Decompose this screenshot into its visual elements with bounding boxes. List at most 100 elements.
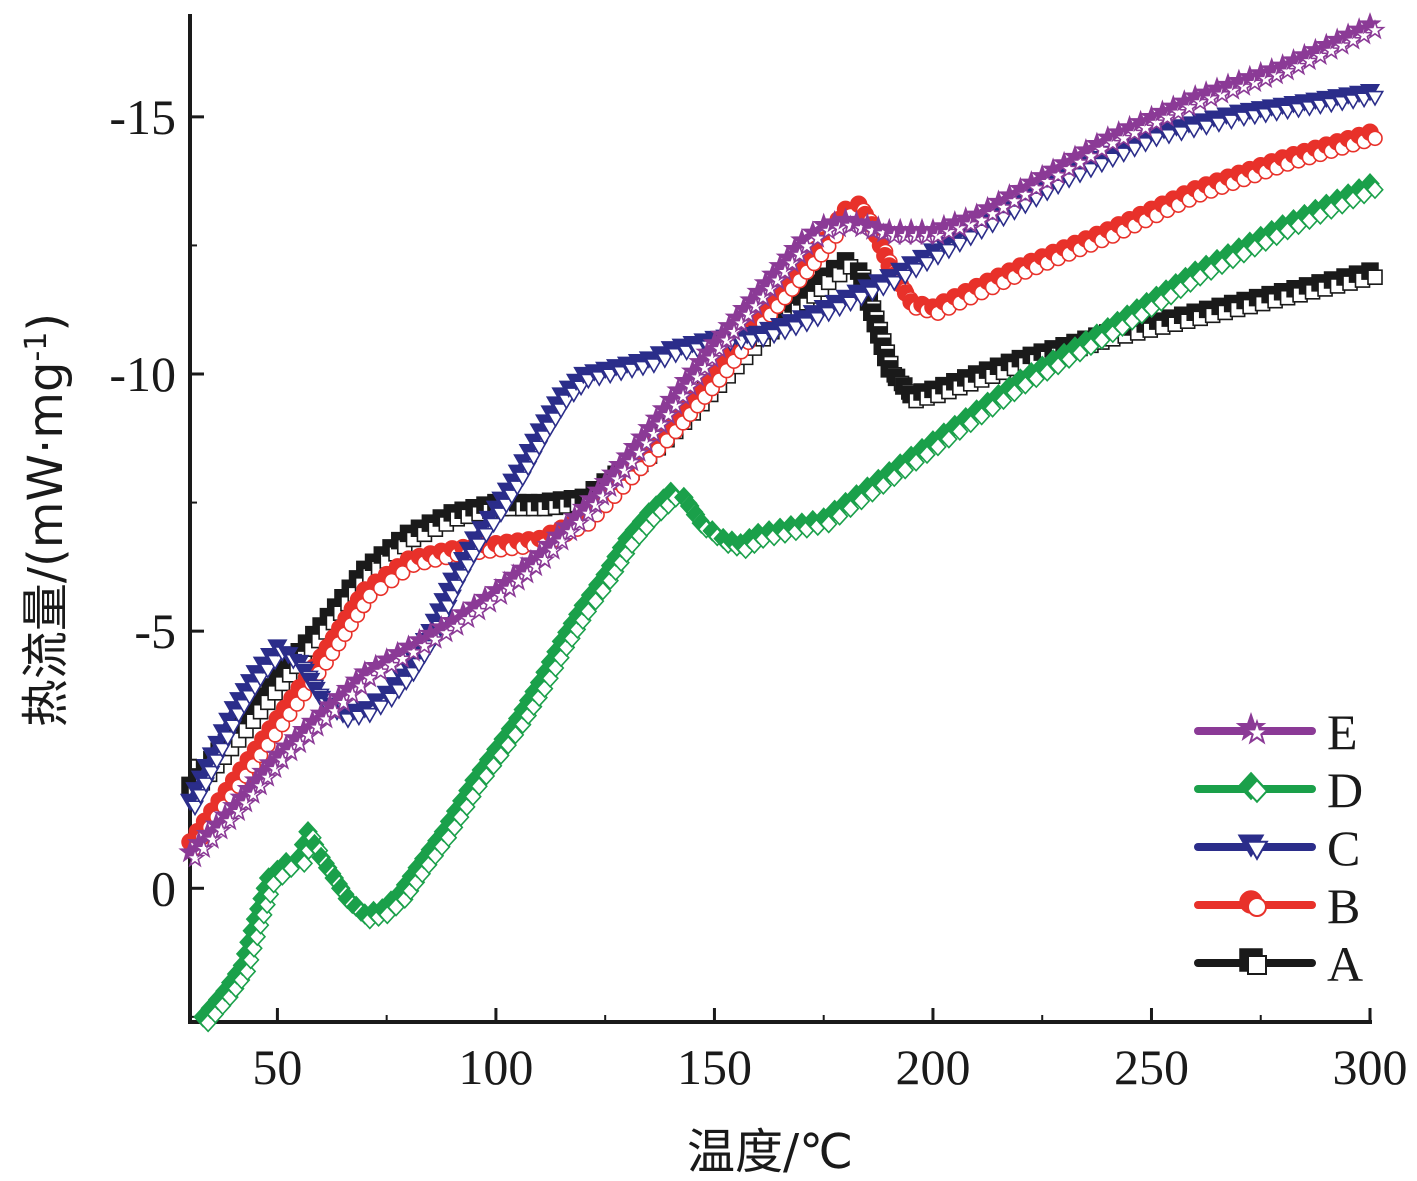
data-point (885, 275, 904, 292)
legend-marker (1245, 778, 1269, 804)
data-point (499, 735, 517, 755)
data-point (745, 295, 767, 316)
data-point (210, 819, 232, 840)
legend-item-E: E (1194, 704, 1358, 760)
data-point (1123, 121, 1146, 143)
data-point (1265, 64, 1288, 85)
data-point (1309, 44, 1332, 66)
data-point (1016, 198, 1035, 215)
data-point (1353, 24, 1375, 45)
data-point (196, 777, 216, 794)
data-point (694, 356, 716, 378)
data-point (628, 441, 650, 462)
legend-marker (1243, 718, 1271, 745)
data-point (584, 493, 607, 515)
data-point (983, 398, 1002, 418)
data-point (360, 707, 379, 724)
data-point (513, 471, 532, 488)
data-point (264, 757, 286, 779)
data-point (228, 800, 250, 822)
data-point (764, 328, 784, 345)
data-point (1005, 383, 1024, 403)
data-point (1222, 114, 1241, 130)
data-point (808, 311, 827, 328)
data-point (599, 476, 621, 498)
data-point (650, 413, 672, 434)
data-point (701, 347, 723, 368)
data-point (470, 776, 488, 796)
data-point (248, 927, 267, 947)
data-point (394, 565, 411, 581)
data-point (519, 461, 538, 477)
data-point (983, 218, 1002, 234)
data-point (1365, 90, 1385, 107)
legend-marker (1247, 955, 1267, 975)
data-point (201, 828, 224, 849)
legend-marker (1246, 897, 1268, 917)
data-point (775, 324, 795, 341)
data-point (459, 558, 478, 575)
data-point (371, 700, 390, 716)
data-point (191, 788, 210, 805)
data-point (767, 269, 789, 290)
data-point (874, 281, 893, 297)
legend-label: B (1327, 878, 1360, 934)
data-point (477, 766, 496, 786)
data-point (397, 675, 416, 692)
data-point (579, 601, 598, 622)
y-tick-label: -15 (109, 89, 176, 145)
data-point (564, 387, 583, 404)
data-point (730, 312, 752, 333)
data-point (1092, 157, 1111, 174)
data-point (586, 591, 605, 611)
series-line-E (187, 21, 1372, 855)
data-point (383, 572, 400, 589)
legend-item-A: A (1194, 936, 1363, 992)
data-point (679, 375, 701, 396)
data-point (1211, 83, 1233, 104)
data-point (961, 230, 980, 247)
data-point (257, 766, 279, 787)
data-point (1189, 91, 1211, 112)
data-point (1167, 101, 1189, 122)
data-point (863, 286, 882, 302)
data-point (657, 403, 680, 425)
data-point (492, 745, 510, 766)
data-point (1027, 192, 1046, 209)
data-point (251, 671, 270, 688)
data-point (874, 475, 893, 496)
data-point (1102, 132, 1124, 153)
data-point (249, 775, 272, 796)
data-point (560, 521, 582, 542)
data-point (786, 320, 806, 337)
data-point (1222, 79, 1244, 100)
data-point (621, 451, 643, 472)
data-point (950, 237, 969, 254)
data-point (972, 406, 991, 426)
x-tick-label: 150 (677, 1039, 752, 1095)
data-point (551, 530, 573, 551)
data-point (571, 380, 591, 397)
data-point (224, 719, 243, 736)
series-E (178, 12, 1386, 868)
series-line-B (187, 129, 1371, 844)
data-point (1366, 180, 1384, 200)
data-point (1156, 106, 1179, 127)
data-point (235, 792, 257, 813)
axes: 50 100 150 200 250 300 0 -5 -10 -15 (109, 14, 1408, 1095)
data-point (1331, 34, 1353, 55)
data-point (961, 414, 980, 434)
data-point (928, 250, 948, 266)
data-point (781, 252, 803, 273)
data-point (1298, 49, 1321, 71)
data-point (1159, 128, 1179, 145)
x-axis-title: 温度/℃ (687, 1124, 853, 1180)
x-tick-label: 100 (458, 1039, 533, 1095)
data-point (994, 390, 1013, 411)
data-point (382, 692, 401, 709)
data-point (506, 725, 525, 745)
data-point (665, 394, 687, 415)
data-point (1172, 126, 1191, 142)
data-point (372, 580, 389, 597)
